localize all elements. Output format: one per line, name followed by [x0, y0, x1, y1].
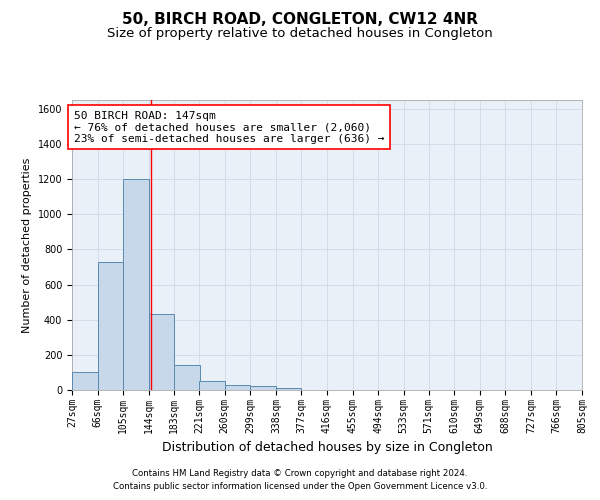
Text: 50, BIRCH ROAD, CONGLETON, CW12 4NR: 50, BIRCH ROAD, CONGLETON, CW12 4NR	[122, 12, 478, 28]
Bar	[174, 364, 200, 390]
Text: Size of property relative to detached houses in Congleton: Size of property relative to detached ho…	[107, 28, 493, 40]
Text: Contains public sector information licensed under the Open Government Licence v3: Contains public sector information licen…	[113, 482, 487, 491]
Bar	[123, 179, 149, 390]
Bar	[72, 372, 98, 390]
Bar	[199, 381, 225, 390]
Bar	[276, 388, 301, 390]
X-axis label: Distribution of detached houses by size in Congleton: Distribution of detached houses by size …	[161, 441, 493, 454]
Text: 50 BIRCH ROAD: 147sqm
← 76% of detached houses are smaller (2,060)
23% of semi-d: 50 BIRCH ROAD: 147sqm ← 76% of detached …	[74, 110, 385, 144]
Text: Contains HM Land Registry data © Crown copyright and database right 2024.: Contains HM Land Registry data © Crown c…	[132, 468, 468, 477]
Y-axis label: Number of detached properties: Number of detached properties	[22, 158, 32, 332]
Bar	[225, 384, 250, 390]
Bar	[250, 386, 276, 390]
Bar	[149, 314, 174, 390]
Bar	[98, 262, 123, 390]
